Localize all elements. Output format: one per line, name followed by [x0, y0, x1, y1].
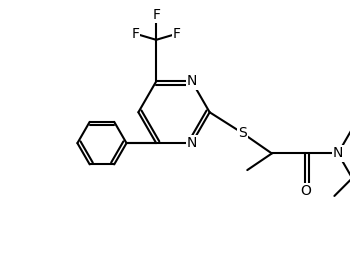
Text: N: N [187, 136, 197, 150]
Text: F: F [152, 8, 160, 22]
Text: F: F [173, 27, 181, 41]
Text: F: F [131, 27, 139, 41]
Text: N: N [333, 147, 343, 160]
Text: N: N [187, 75, 197, 88]
Text: S: S [238, 126, 246, 140]
Text: O: O [300, 184, 311, 198]
